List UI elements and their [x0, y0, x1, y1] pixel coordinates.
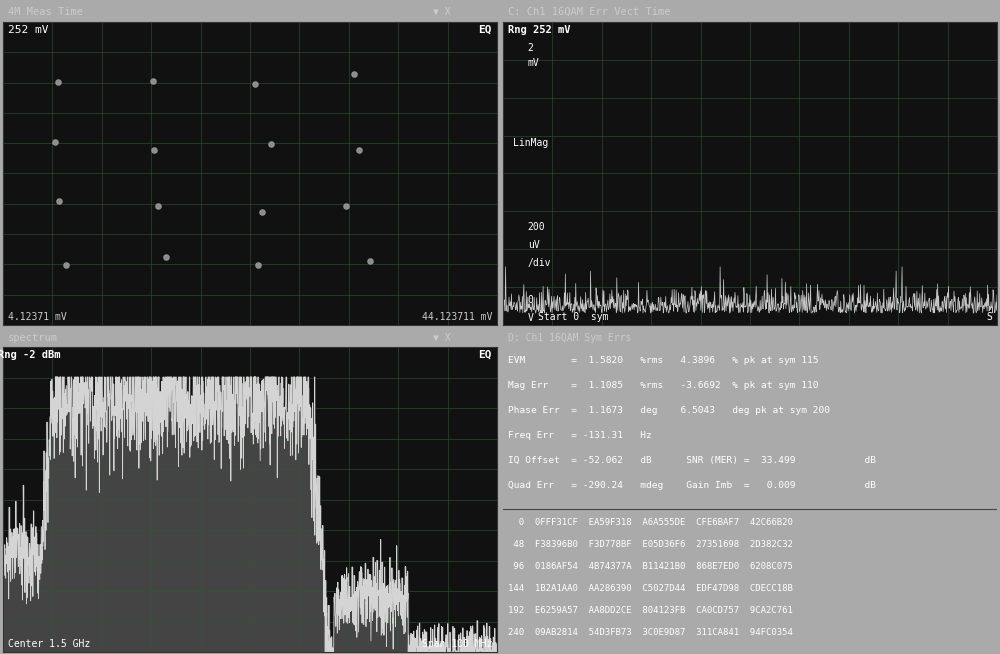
- Text: Phase Err  =  1.1673   deg    6.5043   deg pk at sym 200: Phase Err = 1.1673 deg 6.5043 deg pk at …: [508, 406, 830, 415]
- Point: [145, 76, 161, 86]
- Text: 44.123711 mV: 44.123711 mV: [422, 312, 492, 322]
- Text: EQ: EQ: [479, 350, 492, 360]
- Text: EQ: EQ: [479, 25, 492, 35]
- Text: C: Ch1 16QAM Err Vect Time: C: Ch1 16QAM Err Vect Time: [508, 7, 670, 17]
- Point: [250, 260, 266, 271]
- Text: 4.12371 mV: 4.12371 mV: [8, 312, 67, 322]
- Point: [338, 201, 354, 212]
- Text: LinMag: LinMag: [513, 138, 548, 148]
- Text: spectrum: spectrum: [8, 333, 58, 343]
- Text: IQ Offset  = -52.062   dB      SNR (MER) =  33.499            dB: IQ Offset = -52.062 dB SNR (MER) = 33.49…: [508, 456, 876, 465]
- Point: [58, 260, 74, 270]
- Text: Center 1.5 GHz: Center 1.5 GHz: [8, 639, 90, 649]
- Point: [351, 145, 367, 155]
- Text: S: S: [986, 312, 992, 322]
- Text: 200: 200: [528, 222, 545, 232]
- Text: 192  E6259A57  AA8DD2CE  804123FB  CA0CD757  9CA2C761: 192 E6259A57 AA8DD2CE 804123FB CA0CD757 …: [508, 606, 793, 615]
- Text: 2: 2: [528, 43, 534, 53]
- Text: 252 mV: 252 mV: [8, 25, 48, 35]
- Text: Rng 252 mV: Rng 252 mV: [508, 25, 570, 35]
- Text: uV: uV: [528, 240, 540, 250]
- Point: [247, 78, 263, 89]
- Point: [254, 207, 270, 218]
- Point: [362, 256, 378, 266]
- Text: 4M Meas Time: 4M Meas Time: [8, 7, 83, 17]
- Text: Rng -2 dBm: Rng -2 dBm: [0, 350, 61, 360]
- Text: 96  0186AF54  4B74377A  B11421B0  868E7ED0  6208C075: 96 0186AF54 4B74377A B11421B0 868E7ED0 6…: [508, 562, 793, 571]
- Text: ▼ X: ▼ X: [433, 7, 450, 17]
- Point: [47, 137, 63, 147]
- Text: EVM        =  1.5820   %rms   4.3896   % pk at sym 115: EVM = 1.5820 %rms 4.3896 % pk at sym 115: [508, 356, 818, 365]
- Text: V: V: [528, 313, 534, 323]
- Text: Mag Err    =  1.1085   %rms   -3.6692  % pk at sym 110: Mag Err = 1.1085 %rms -3.6692 % pk at sy…: [508, 381, 818, 390]
- Text: 0  0FFF31CF  EA59F318  A6A555DE  CFE6BAF7  42C66B20: 0 0FFF31CF EA59F318 A6A555DE CFE6BAF7 42…: [508, 518, 793, 527]
- Text: 48  F38396B0  F3D778BF  E05D36F6  27351698  2D382C32: 48 F38396B0 F3D778BF E05D36F6 27351698 2…: [508, 540, 793, 549]
- Text: /div: /div: [528, 258, 551, 268]
- Point: [50, 77, 66, 87]
- Point: [263, 139, 279, 149]
- Text: 144  1B2A1AA0  AA286390  C5027D44  EDF47D98  CDECC18B: 144 1B2A1AA0 AA286390 C5027D44 EDF47D98 …: [508, 584, 793, 593]
- Text: ▼ X: ▼ X: [433, 333, 450, 343]
- Point: [146, 145, 162, 155]
- Point: [51, 196, 67, 207]
- Text: Freq Err   = -131.31   Hz: Freq Err = -131.31 Hz: [508, 431, 652, 440]
- Text: 0: 0: [528, 295, 534, 305]
- Text: 240  09AB2814  54D3FB73  3C0E9D87  311CA841  94FC0354: 240 09AB2814 54D3FB73 3C0E9D87 311CA841 …: [508, 628, 793, 636]
- Text: D: Ch1 16QAM Sym Errs: D: Ch1 16QAM Sym Errs: [508, 333, 631, 343]
- Point: [150, 201, 166, 211]
- Text: Span 100 MHz: Span 100 MHz: [422, 639, 492, 649]
- Point: [158, 252, 174, 263]
- Text: Start 0  sym: Start 0 sym: [538, 312, 608, 322]
- Text: mV: mV: [528, 58, 540, 68]
- Point: [346, 69, 362, 79]
- Text: Quad Err   = -290.24   mdeg    Gain Imb  =   0.009            dB: Quad Err = -290.24 mdeg Gain Imb = 0.009…: [508, 481, 876, 490]
